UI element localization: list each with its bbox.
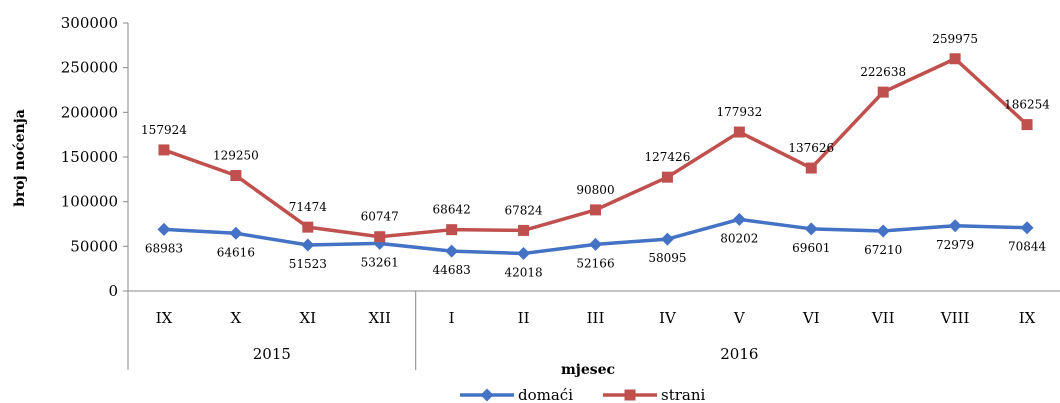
- y-tick-label: 200000: [61, 103, 118, 121]
- y-tick-label: 100000: [61, 193, 118, 211]
- data-label: 60747: [361, 210, 399, 224]
- x-group-label: 2016: [720, 345, 758, 363]
- x-tick-label: XII: [368, 309, 391, 327]
- data-point: [446, 224, 458, 236]
- data-point: [374, 231, 386, 243]
- data-point: [661, 171, 673, 183]
- data-label: 51523: [289, 257, 327, 271]
- data-point: [302, 221, 314, 233]
- x-tick-label: II: [518, 309, 530, 327]
- x-tick-label: V: [733, 309, 746, 327]
- legend-item-strani: strani: [603, 386, 705, 403]
- data-label: 64616: [217, 245, 255, 259]
- x-tick-label: XI: [300, 309, 317, 327]
- data-point: [948, 219, 962, 233]
- data-label: 53261: [361, 255, 399, 269]
- legend: domaći strani: [460, 386, 705, 403]
- data-point: [590, 204, 601, 216]
- data-label: 68642: [433, 203, 471, 217]
- data-label: 67824: [504, 203, 543, 217]
- data-point: [518, 224, 530, 236]
- y-tick-label: 0: [108, 282, 118, 300]
- data-label: 90800: [576, 183, 614, 197]
- data-point: [230, 170, 242, 182]
- data-label: 44683: [433, 263, 471, 277]
- data-point: [229, 226, 243, 240]
- y-tick-label: 300000: [61, 14, 118, 32]
- data-label: 67210: [864, 243, 902, 257]
- data-point: [804, 222, 818, 236]
- data-label: 80202: [720, 231, 758, 245]
- data-point: [301, 238, 315, 252]
- data-label: 177932: [716, 105, 762, 119]
- legend-marker: [624, 389, 636, 401]
- data-point: [158, 144, 170, 156]
- data-point: [1020, 221, 1034, 235]
- y-tick-label: 50000: [70, 237, 118, 255]
- data-point: [732, 212, 746, 226]
- x-tick-label: III: [587, 309, 605, 327]
- x-tick-label: X: [231, 309, 242, 327]
- legend-label: strani: [661, 386, 705, 403]
- y-tick-label: 250000: [61, 59, 118, 77]
- data-point: [733, 126, 745, 138]
- data-label: 70844: [1008, 240, 1047, 254]
- data-point: [949, 53, 961, 65]
- data-label: 69601: [792, 241, 830, 255]
- x-axis-title: mjesec: [561, 362, 615, 378]
- data-label: 129250: [213, 149, 259, 163]
- x-group-label: 2015: [253, 345, 291, 363]
- data-point: [877, 86, 889, 98]
- data-labels: 68983 64616 51523 53261 44683 42018 52166 58095…: [141, 32, 1050, 280]
- data-point: [157, 222, 171, 236]
- data-label: 71474: [289, 200, 328, 214]
- data-label: 52166: [576, 256, 614, 270]
- x-tick-label: I: [449, 309, 455, 327]
- y-axis-title: broj noćenja: [12, 109, 28, 207]
- data-label: 72979: [936, 238, 974, 252]
- data-point: [589, 237, 602, 251]
- series-layer: [157, 53, 1034, 260]
- data-label: 259975: [932, 32, 978, 46]
- y-tick-label: 150000: [61, 148, 118, 166]
- data-label: 127426: [645, 150, 691, 164]
- data-point: [1021, 119, 1033, 131]
- data-label: 137626: [788, 141, 834, 155]
- x-tick-label: IX: [156, 309, 173, 327]
- data-point: [876, 224, 890, 238]
- data-label: 222638: [860, 65, 906, 79]
- x-tick-label: VIII: [940, 309, 970, 327]
- x-tick-label: VI: [802, 309, 820, 327]
- legend-marker: [480, 388, 494, 402]
- legend-item-domaći: domaći: [460, 386, 573, 403]
- data-label: 157924: [141, 123, 187, 137]
- data-label: 68983: [145, 241, 183, 255]
- legend-label: domaći: [518, 386, 573, 403]
- data-point: [660, 232, 674, 246]
- data-label: 42018: [504, 265, 542, 279]
- y-axis: 0 50000 100000 150000 200000 250000 300000: [61, 14, 129, 300]
- data-point: [517, 246, 531, 260]
- x-tick-label: IX: [1019, 309, 1036, 327]
- data-point: [445, 244, 459, 258]
- series-strani: [158, 53, 1033, 243]
- x-tick-label: IV: [659, 309, 677, 327]
- x-tick-label: VII: [871, 309, 895, 327]
- data-point: [805, 162, 817, 174]
- data-label: 58095: [648, 251, 686, 265]
- data-label: 186254: [1004, 98, 1050, 112]
